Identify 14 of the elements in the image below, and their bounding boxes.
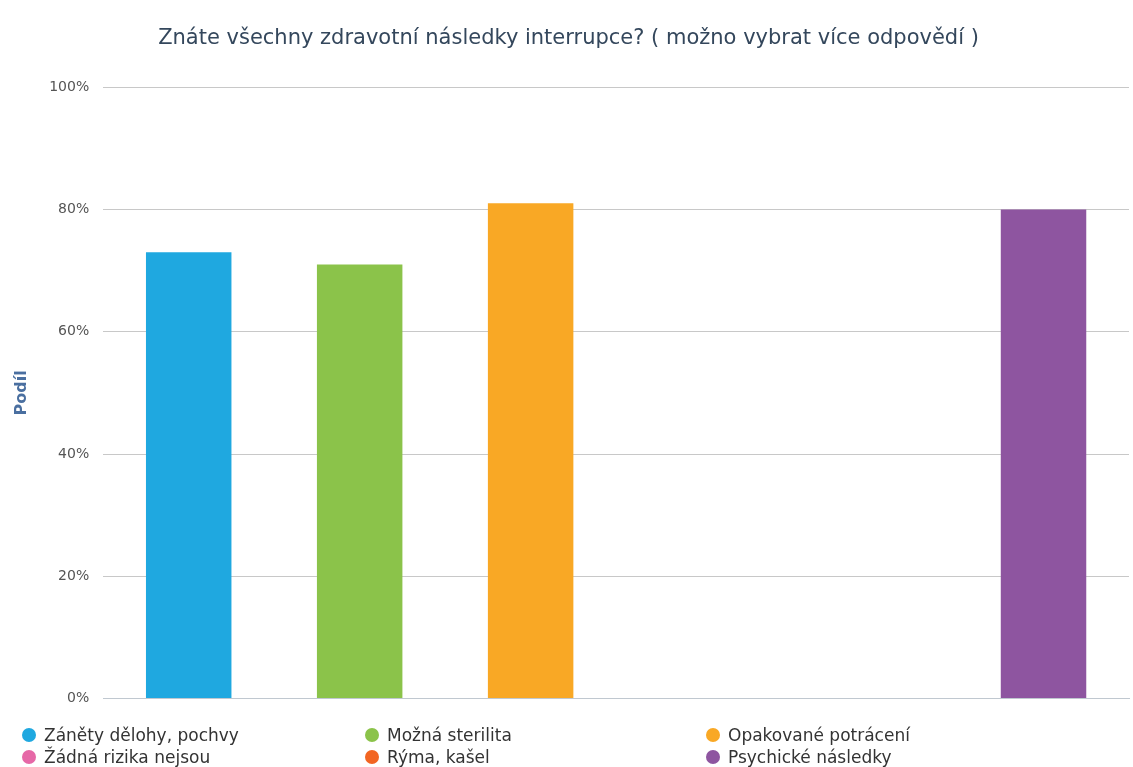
y-tick-label: 60% xyxy=(58,322,90,339)
y-tick-label: 0% xyxy=(67,689,90,706)
y-tick-label: 100% xyxy=(49,77,90,94)
legend-label: Žádná rizika nejsou xyxy=(44,747,211,767)
legend-label: Opakované potrácení xyxy=(728,725,910,745)
legend-label: Rýma, kašel xyxy=(387,747,490,767)
y-tick-label: 20% xyxy=(58,566,90,583)
y-tick-label: 80% xyxy=(58,200,90,217)
y-tick-label: 40% xyxy=(58,444,90,461)
legend-label: Záněty dělohy, pochvy xyxy=(44,725,239,745)
legend-label: Možná sterilita xyxy=(387,725,512,745)
legend-label: Psychické následky xyxy=(728,747,892,767)
chart-title: Znáte všechny zdravotní následky interrupce? ( možno vybrat více odpovědí ) xyxy=(158,25,979,50)
y-axis-title: Podíl xyxy=(10,370,30,416)
